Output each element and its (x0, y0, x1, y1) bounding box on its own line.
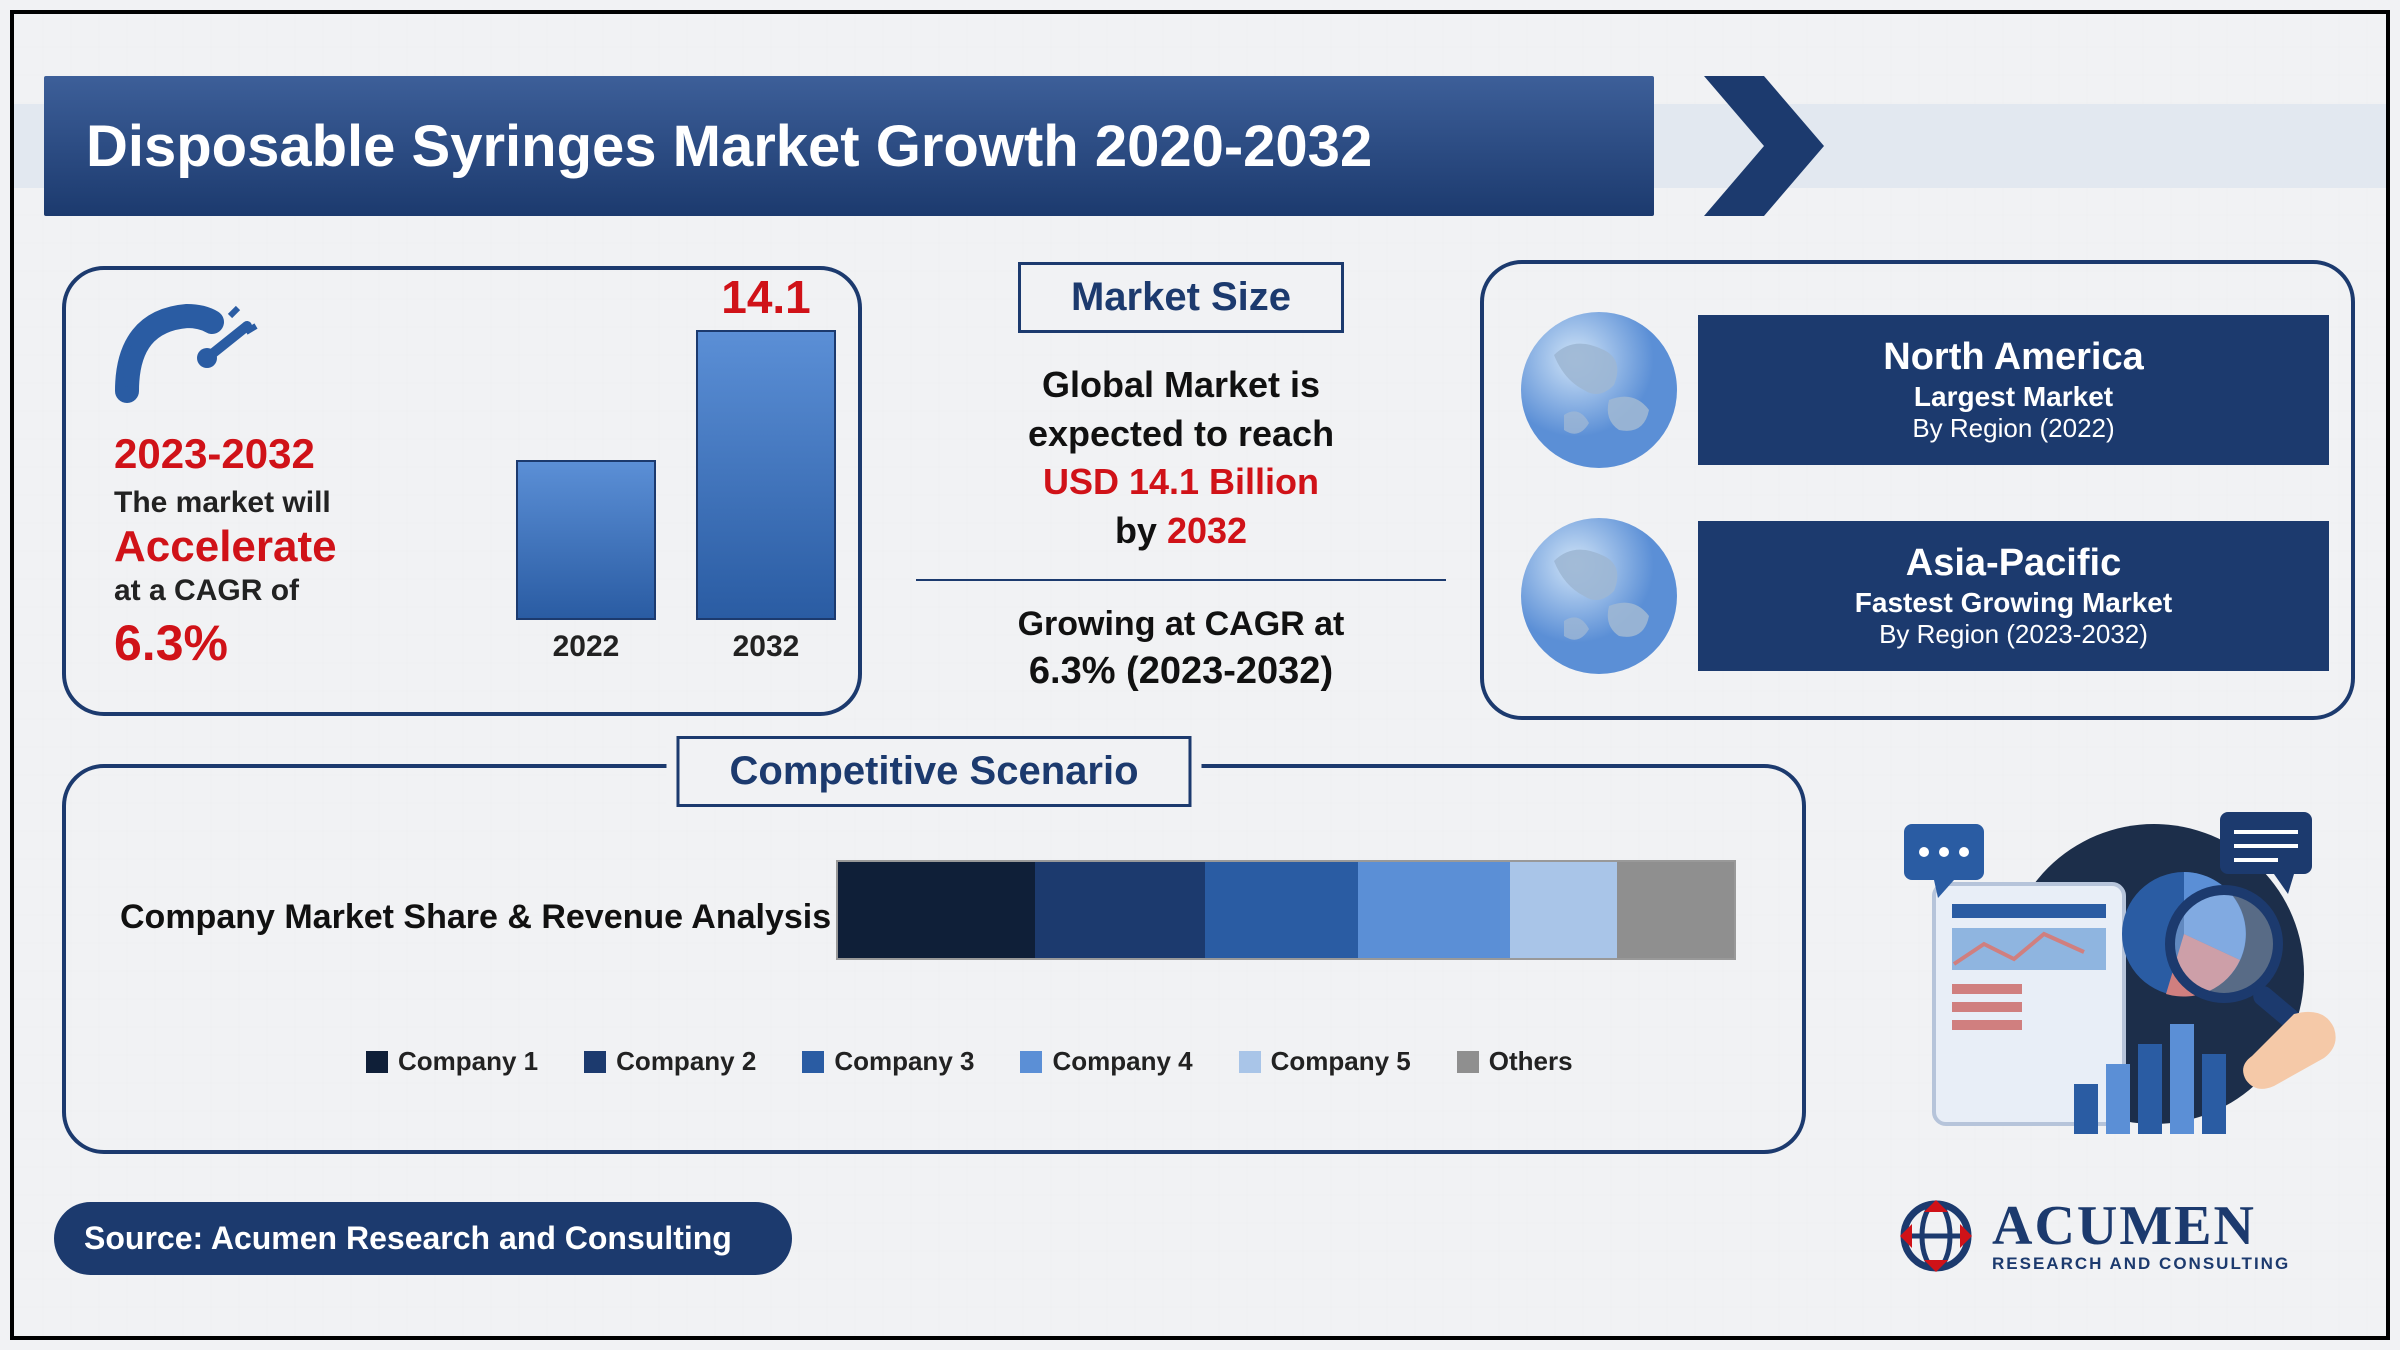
legend-label: Others (1489, 1046, 1573, 1077)
legend-item: Company 2 (584, 1046, 756, 1077)
chart-bar-label: 2022 (516, 630, 656, 664)
chart-bar (696, 330, 836, 620)
market-size-panel: Market Size Global Market is expected to… (916, 262, 1446, 693)
accelerate-panel: 2023-2032 The market will Accelerate at … (62, 266, 862, 716)
ms-subline: Growing at CAGR at (916, 605, 1446, 644)
market-share-legend: Company 1 Company 2 Company 3 Company 4 Comp… (366, 1046, 1573, 1077)
region-desc1: Fastest Growing Market (1855, 587, 2172, 619)
ms-value: USD 14.1 Billion (1043, 461, 1319, 502)
analytics-illustration-icon (1874, 784, 2344, 1174)
logo-text: ACUMEN RESEARCH AND CONSULTING (1992, 1198, 2290, 1274)
chart-bar (516, 460, 656, 620)
accelerate-text: 2023-2032 The market will Accelerate at … (114, 360, 484, 672)
legend-swatch (366, 1051, 388, 1073)
share-segment (838, 862, 1035, 958)
share-segment (1205, 862, 1357, 958)
logo-tagline: RESEARCH AND CONSULTING (1992, 1254, 2290, 1274)
region-box: Asia-Pacific Fastest Growing Market By R… (1698, 521, 2329, 671)
divider (916, 579, 1446, 581)
legend-swatch (1457, 1051, 1479, 1073)
competitive-panel: Competitive Scenario Company Market Shar… (62, 764, 1806, 1154)
legend-label: Company 1 (398, 1046, 538, 1077)
region-row: Asia-Pacific Fastest Growing Market By R… (1514, 506, 2329, 686)
accel-line2: at a CAGR of (114, 574, 484, 608)
accel-line1: The market will (114, 486, 484, 520)
chart-bar-value: 14.1 (696, 270, 836, 324)
share-segment (1617, 862, 1733, 958)
ms-line2: expected to reach (1028, 413, 1334, 454)
market-share-bar (836, 860, 1736, 960)
legend-item: Company 3 (802, 1046, 974, 1077)
region-desc2: By Region (2022) (1912, 413, 2114, 444)
chart-bar-label: 2032 (696, 630, 836, 664)
region-row: North America Largest Market By Region (… (1514, 300, 2329, 480)
chevron-right-icon (1704, 76, 1824, 216)
source-label: Source: Acumen Research and Consulting (54, 1202, 792, 1275)
regions-panel: North America Largest Market By Region (… (1480, 260, 2355, 720)
logo-name: ACUMEN (1992, 1198, 2290, 1254)
legend-label: Company 2 (616, 1046, 756, 1077)
market-size-title: Market Size (1018, 262, 1344, 333)
legend-label: Company 3 (834, 1046, 974, 1077)
share-segment (1035, 862, 1205, 958)
globe-icon (1514, 511, 1684, 681)
cagr-value: 6.3% (114, 614, 484, 672)
legend-item: Company 4 (1020, 1046, 1192, 1077)
ms-line1: Global Market is (1042, 364, 1320, 405)
acumen-logo: ACUMEN RESEARCH AND CONSULTING (1894, 1194, 2290, 1278)
region-name: North America (1883, 336, 2143, 379)
share-segment (1510, 862, 1618, 958)
legend-swatch (584, 1051, 606, 1073)
market-size-body: Global Market is expected to reach USD 1… (916, 361, 1446, 555)
legend-swatch (1020, 1051, 1042, 1073)
legend-item: Others (1457, 1046, 1573, 1077)
legend-swatch (1239, 1051, 1261, 1073)
title-bar: Disposable Syringes Market Growth 2020-2… (14, 76, 2386, 216)
legend-item: Company 1 (366, 1046, 538, 1077)
share-segment (1358, 862, 1510, 958)
region-name: Asia-Pacific (1906, 542, 2121, 585)
logo-mark-icon (1894, 1194, 1978, 1278)
legend-label: Company 5 (1271, 1046, 1411, 1077)
competitive-title: Competitive Scenario (676, 736, 1191, 807)
globe-icon (1514, 305, 1684, 475)
ms-year: 2032 (1167, 510, 1247, 551)
region-desc2: By Region (2023-2032) (1879, 619, 2148, 650)
legend-swatch (802, 1051, 824, 1073)
growth-bar-chart: 2022203214.1 (496, 290, 836, 670)
legend-label: Company 4 (1052, 1046, 1192, 1077)
region-box: North America Largest Market By Region (… (1698, 315, 2329, 465)
region-desc1: Largest Market (1914, 381, 2113, 413)
ms-subvalue: 6.3% (2023-2032) (916, 650, 1446, 693)
page-title: Disposable Syringes Market Growth 2020-2… (44, 76, 1654, 216)
accel-word: Accelerate (114, 522, 484, 572)
legend-item: Company 5 (1239, 1046, 1411, 1077)
forecast-period: 2023-2032 (114, 430, 484, 478)
infographic-frame: Disposable Syringes Market Growth 2020-2… (10, 10, 2390, 1340)
competitive-subtitle: Company Market Share & Revenue Analysis (120, 898, 831, 937)
competitive-title-wrap: Competitive Scenario (666, 736, 1201, 807)
ms-by: by (1115, 510, 1167, 551)
